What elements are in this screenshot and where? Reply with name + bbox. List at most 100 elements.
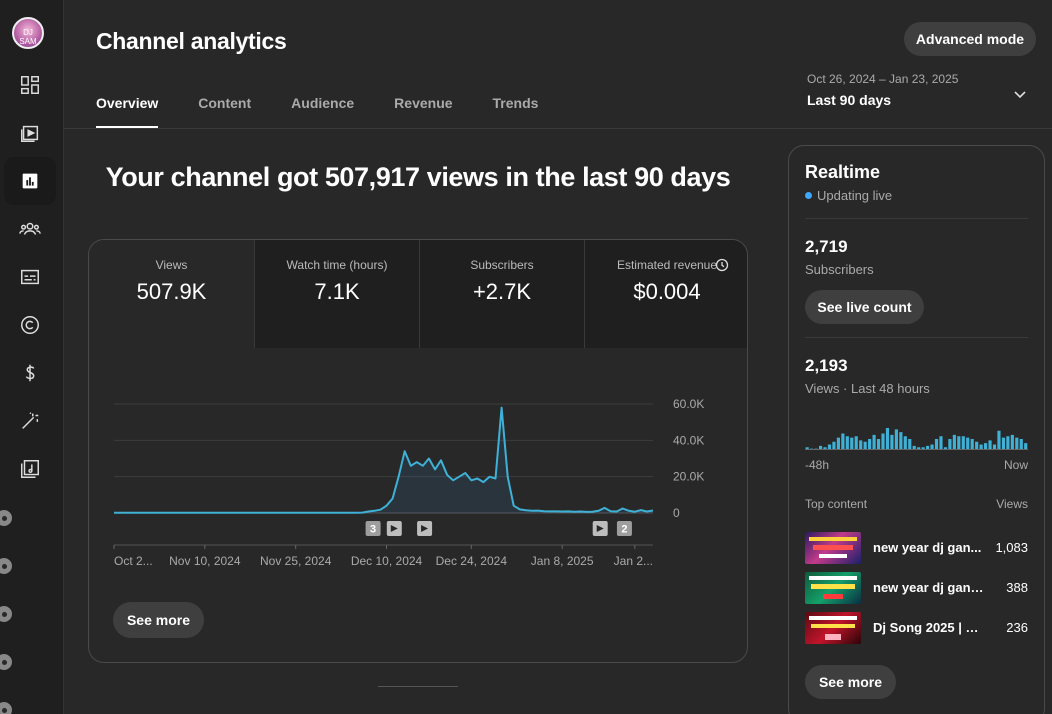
earn-icon: [25, 364, 35, 382]
realtime-bar: [894, 429, 898, 450]
copyright-icon: [21, 316, 39, 334]
realtime-bar: [818, 445, 823, 450]
axis-start-label: -48h: [805, 458, 830, 472]
realtime-bar: [948, 439, 952, 450]
realtime-bar: [885, 428, 890, 450]
realtime-bar: [899, 432, 903, 450]
metric-label: Views: [155, 258, 188, 272]
x-tick-label: Dec 10, 2024: [351, 554, 423, 568]
tab-content[interactable]: Content: [198, 95, 252, 111]
date-range-text: Oct 26, 2024 – Jan 23, 2025: [807, 72, 959, 86]
realtime-bar: [992, 444, 997, 450]
sidebar-item-audio-library[interactable]: [4, 445, 56, 493]
realtime-views-bars[interactable]: [805, 426, 1028, 450]
x-tick-label: Oct 2...: [114, 554, 153, 568]
see-more-button[interactable]: See more: [805, 665, 896, 699]
realtime-bar: [917, 447, 921, 450]
realtime-bar: [979, 444, 983, 450]
top-content-row[interactable]: Dj Song 2025 | Dj... 236: [805, 612, 1028, 646]
realtime-bar: [854, 436, 858, 450]
realtime-bar: [859, 440, 863, 450]
video-title: Dj Song 2025 | Dj...: [873, 620, 985, 635]
customization-icon: [22, 412, 39, 429]
realtime-bar: [890, 434, 894, 450]
divider: [805, 337, 1028, 338]
chevron-down-icon: [1014, 91, 1026, 99]
metric-subscribers[interactable]: Subscribers +2.7K: [419, 240, 584, 348]
metric-watch-time[interactable]: Watch time (hours) 7.1K: [254, 240, 419, 348]
live-status-text: Updating live: [817, 188, 893, 203]
video-marker: [365, 521, 381, 536]
y-tick-label: 0: [673, 506, 680, 520]
advanced-mode-button[interactable]: Advanced mode: [904, 22, 1036, 56]
sidebar-item-subtitles[interactable]: [4, 253, 56, 301]
sidebar-item-copyright[interactable]: [4, 301, 56, 349]
avatar-text: DJ SAM: [19, 28, 37, 46]
video-views: 1,083: [995, 540, 1028, 555]
collapsed-item-icon[interactable]: [0, 558, 12, 574]
views-chart[interactable]: 0 20.0K 40.0K 60.0K 3 2 Oct 2... Nov 10, 2024 No…: [89, 348, 748, 598]
realtime-subscribers-label: Subscribers: [805, 262, 874, 277]
collapsed-item-icon[interactable]: [0, 654, 12, 670]
see-live-count-button[interactable]: See live count: [805, 290, 924, 324]
metric-label: Subscribers: [470, 258, 534, 272]
marker-count: 3: [370, 524, 376, 536]
date-range-selector[interactable]: Oct 26, 2024 – Jan 23, 2025 Last 90 days: [807, 72, 1035, 116]
realtime-bar: [970, 439, 974, 450]
realtime-bar: [881, 433, 885, 450]
top-content-row[interactable]: new year dj gan... 1,083: [805, 532, 1028, 566]
scroll-indicator: [378, 686, 458, 687]
realtime-bar: [975, 441, 979, 450]
sidebar-item-dashboard[interactable]: [4, 61, 56, 109]
collapsed-item-icon[interactable]: [0, 606, 12, 622]
sidebar-item-community[interactable]: [4, 205, 56, 253]
realtime-bar: [908, 439, 912, 450]
metric-views[interactable]: Views 507.9K: [89, 240, 254, 348]
tab-overview[interactable]: Overview: [96, 95, 159, 128]
realtime-title: Realtime: [805, 162, 881, 182]
metric-estimated-revenue[interactable]: Estimated revenue $0.004: [584, 240, 747, 348]
realtime-bar: [805, 447, 809, 450]
y-tick-label: 20.0K: [673, 470, 704, 484]
metric-value: +2.7K: [472, 279, 532, 304]
realtime-bar: [926, 445, 930, 450]
sidebar: DJ SAM: [0, 0, 64, 714]
y-tick-label: 60.0K: [673, 397, 704, 411]
subtitles-icon: [21, 269, 39, 285]
x-tick-label: Jan 2...: [614, 554, 653, 568]
play-icon: [596, 525, 604, 532]
collapsed-item-icon[interactable]: [0, 702, 12, 714]
sidebar-item-customization[interactable]: [4, 397, 56, 445]
channel-avatar[interactable]: DJ SAM: [12, 17, 44, 49]
realtime-bar: [827, 444, 832, 450]
header-divider: [64, 128, 1052, 129]
realtime-subscribers-value: 2,719: [805, 237, 848, 256]
metric-value: 7.1K: [314, 279, 360, 304]
tab-trends[interactable]: Trends: [492, 95, 539, 111]
views-area: [114, 407, 653, 513]
realtime-bar: [876, 439, 881, 450]
collapsed-item-icon[interactable]: [0, 510, 12, 526]
realtime-panel: Realtime Updating live 2,719 Subscribers…: [788, 145, 1045, 714]
sidebar-item-earn[interactable]: [4, 349, 56, 397]
see-more-button[interactable]: See more: [113, 602, 204, 638]
top-content-label: Top content: [805, 497, 868, 511]
analytics-icon: [22, 173, 38, 189]
realtime-bar: [1019, 439, 1023, 450]
video-title: new year dj gan...: [873, 540, 982, 555]
sidebar-item-analytics[interactable]: [4, 157, 56, 205]
x-tick-label: Jan 8, 2025: [531, 554, 594, 568]
realtime-bar: [957, 436, 961, 450]
realtime-bar: [832, 441, 836, 450]
sidebar-item-content[interactable]: [4, 109, 56, 157]
clock-icon: [715, 258, 729, 272]
axis-end-label: Now: [1003, 458, 1028, 472]
tab-audience[interactable]: Audience: [291, 95, 355, 111]
realtime-bar: [850, 437, 854, 450]
top-content-row[interactable]: new year dj gan 2... 388: [805, 572, 1028, 606]
x-tick-label: Dec 24, 2024: [436, 554, 508, 568]
video-thumbnail: [805, 612, 861, 644]
tab-revenue[interactable]: Revenue: [394, 95, 453, 111]
realtime-bar: [1015, 437, 1019, 450]
realtime-bar: [1010, 434, 1014, 450]
